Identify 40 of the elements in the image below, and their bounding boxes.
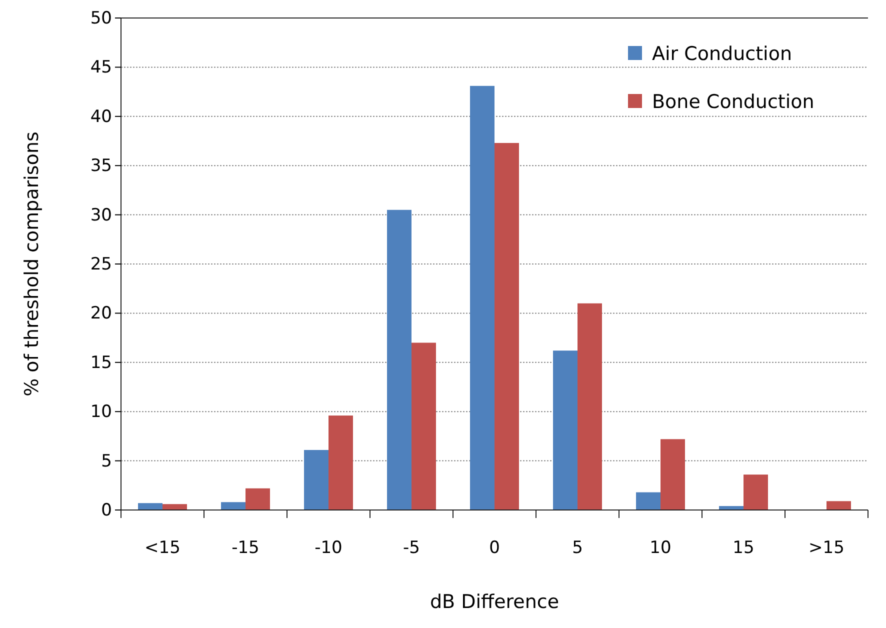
y-tick-label: 30 xyxy=(90,205,112,226)
x-tick-label: 10 xyxy=(650,538,672,558)
bar xyxy=(494,142,519,510)
bar xyxy=(221,502,246,510)
bar xyxy=(826,501,851,510)
y-tick-label: 45 xyxy=(90,58,112,78)
legend-label: Bone Conduction xyxy=(652,91,814,113)
x-tick-label: -10 xyxy=(314,538,342,558)
bar xyxy=(412,342,436,510)
x-tick-label: >15 xyxy=(808,538,844,558)
y-tick-label: 20 xyxy=(90,304,112,324)
bar xyxy=(162,504,187,510)
y-tick-label: 50 xyxy=(90,8,112,28)
y-tick-label: 15 xyxy=(90,352,112,373)
x-tick-label: -5 xyxy=(403,538,420,558)
bar xyxy=(744,474,768,510)
x-tick-label: 5 xyxy=(572,538,583,558)
bar xyxy=(553,350,578,510)
legend-label: Air Conduction xyxy=(652,43,792,65)
bar xyxy=(470,86,494,510)
y-tick-label: 25 xyxy=(90,254,112,274)
x-tick-label: -15 xyxy=(232,538,260,558)
x-axis-title: dB Difference xyxy=(430,591,560,613)
bar xyxy=(246,488,270,510)
x-tick-label: 0 xyxy=(489,538,500,558)
bar xyxy=(578,303,602,510)
bar xyxy=(138,503,162,510)
bar xyxy=(660,439,685,510)
x-tick-label: <15 xyxy=(144,538,180,558)
x-tick-label: 15 xyxy=(732,538,754,558)
bar xyxy=(636,492,660,510)
bar xyxy=(328,416,353,510)
bar xyxy=(387,210,412,510)
y-tick-label: 5 xyxy=(101,451,112,472)
bar xyxy=(304,450,328,510)
y-tick-label: 35 xyxy=(90,156,112,176)
y-tick-label: 10 xyxy=(90,402,112,422)
y-tick-label: 40 xyxy=(90,106,112,127)
y-axis-title: % of threshold comparisons xyxy=(21,132,43,396)
y-tick-label: 0 xyxy=(101,500,112,520)
